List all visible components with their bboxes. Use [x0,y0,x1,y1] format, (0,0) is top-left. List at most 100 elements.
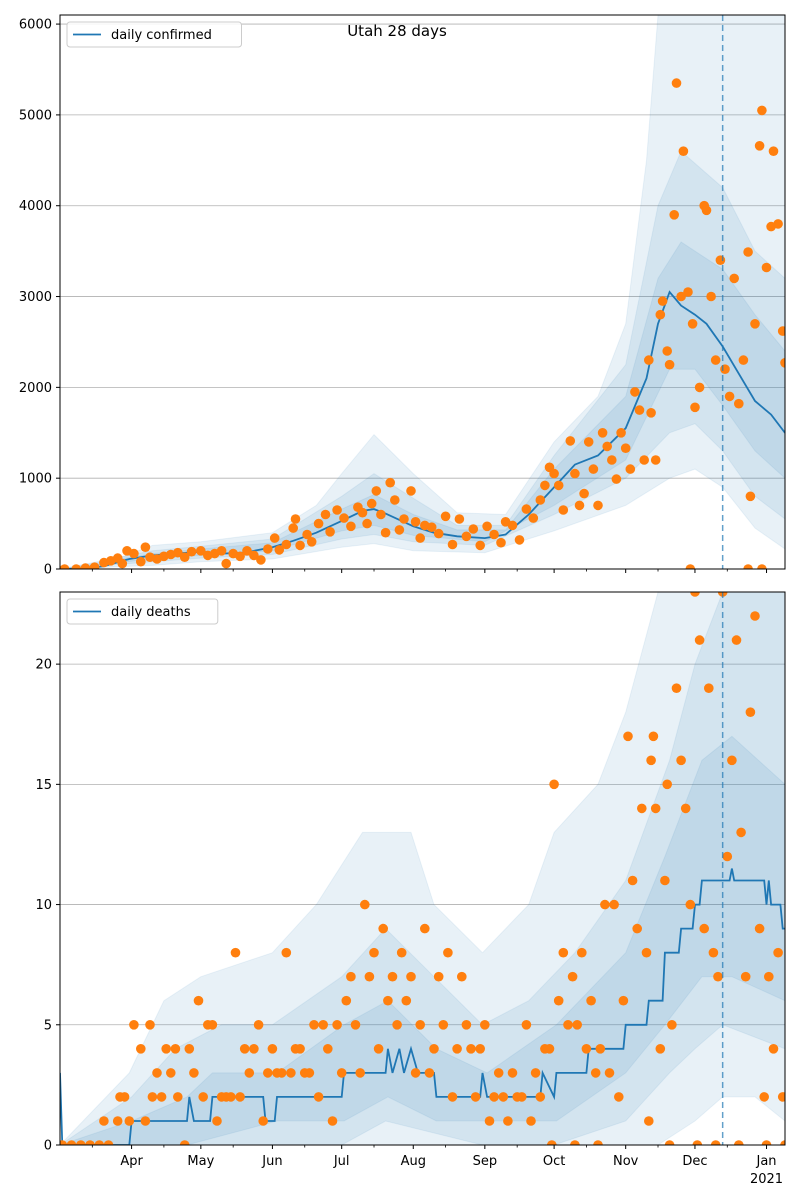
data-point [475,1044,486,1054]
data-point [230,947,241,958]
data-point [406,971,416,982]
data-point [117,558,128,569]
data-point [184,1044,195,1054]
data-point [623,731,633,742]
y-tick-label: 20 [35,658,52,673]
data-point [745,491,756,502]
data-point [152,1068,162,1078]
data-point [269,533,280,543]
data-point [336,1068,347,1078]
data-point [129,548,139,559]
data-point [724,391,735,402]
data-point [466,1044,476,1054]
data-point [553,995,564,1006]
data-point [173,547,183,558]
data-point [685,564,696,569]
data-point [313,518,324,529]
data-point [734,1140,744,1145]
data-point [701,205,712,216]
data-point [410,517,421,527]
data-point [244,1068,255,1078]
legend: daily deaths [66,598,219,625]
data-point [454,514,465,524]
data-point [415,533,426,543]
data-point [235,1092,245,1102]
data-point [249,550,259,561]
data-point [581,1044,592,1054]
data-point [639,455,649,465]
y-tick-label: 0 [44,563,52,578]
data-point [498,1092,509,1102]
data-point [780,1140,785,1145]
x-tick-label: Oct [543,1154,565,1169]
data-point [780,358,785,368]
data-point [406,486,416,496]
data-point [433,528,444,539]
chart-title: Utah 28 days [347,22,447,40]
y-tick-label: 5000 [19,108,52,123]
data-point [376,509,386,520]
data-point [433,971,444,982]
data-point [366,498,377,509]
data-point [565,436,576,446]
y-tick-label: 2000 [19,381,52,396]
data-point [685,899,696,910]
data-point [447,1092,458,1102]
data-point [678,146,689,156]
data-point [563,1020,573,1030]
data-point [773,219,783,229]
data-point [323,1044,333,1054]
data-point [503,1116,513,1126]
data-point [461,1020,472,1030]
data-point [593,500,603,511]
data-point [276,1068,287,1078]
data-point [216,546,227,556]
data-point [572,1020,582,1030]
data-point [350,1020,361,1030]
data-point [567,971,578,982]
data-point [129,1020,139,1030]
data-point [327,1116,338,1126]
data-point [179,552,190,562]
data-point [263,1068,273,1078]
data-point [710,1140,721,1145]
data-point [648,731,659,742]
data-point [607,455,617,465]
data-point [355,1068,366,1078]
data-point [60,1140,68,1145]
data-point [484,1116,495,1126]
data-point [309,1020,319,1030]
data-point [85,1140,95,1145]
data-point [76,1140,86,1145]
data-point [777,326,785,336]
y-tick-label: 6000 [19,18,52,33]
data-point [341,995,352,1006]
data-point [383,995,393,1006]
legend-label: daily deaths [111,605,191,620]
data-point [390,495,400,505]
data-point [614,1092,624,1102]
data-point [179,1140,190,1145]
data-point [634,405,645,415]
data-point [521,504,532,514]
y-tick-label: 4000 [19,199,52,214]
x-tick-label: Sep [473,1154,498,1169]
data-point [263,544,273,554]
data-point [641,947,652,958]
data-point [401,995,412,1006]
data-point [281,947,292,958]
data-point [740,971,751,982]
data-point [650,803,661,814]
data-point [620,443,631,454]
y-tick-label: 15 [35,778,52,793]
data-point [392,1020,402,1030]
data-point [704,683,714,693]
data-point [669,210,679,220]
data-point [517,1092,527,1102]
deaths-panel: 0 5 10 15 20 Apr May Jun Jul Aug Sep Oct Nov Dec Jan 20… [35,591,786,1187]
data-point [761,262,772,273]
data-point [267,1044,278,1054]
data-point [489,529,499,540]
data-point [89,562,100,569]
